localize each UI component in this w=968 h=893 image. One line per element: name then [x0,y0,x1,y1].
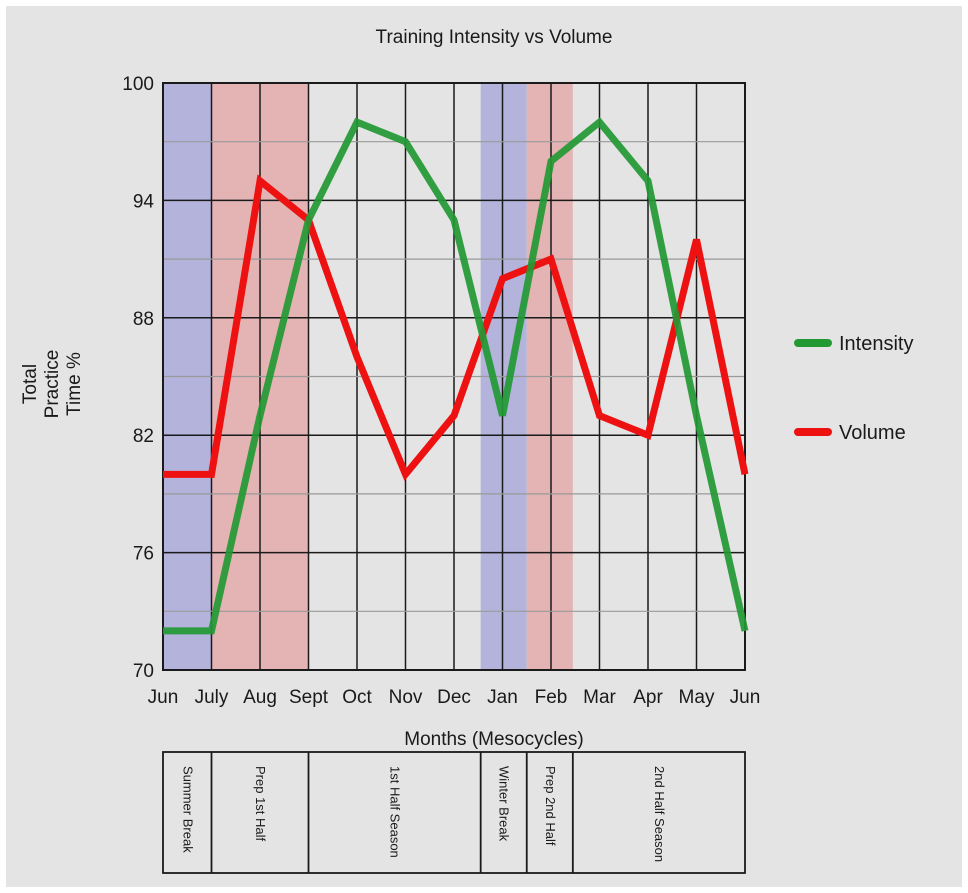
x-tick-label: May [679,687,715,708]
x-tick-label: Feb [535,687,568,708]
x-axis-label: Months (Mesocycles) [404,729,584,750]
legend-label: Volume [839,422,906,444]
phase-label: Summer Break [180,766,195,853]
phase-label: Prep 2nd Half [543,766,558,846]
legend: Intensity Volume [794,333,913,444]
y-tick-labels: 70 76 82 88 94 100 [122,74,154,682]
series-lines [163,117,749,635]
x-tick-label: Jun [730,687,761,708]
phase-table: Summer Break Prep 1st Half 1st Half Season… [162,751,746,874]
x-tick-label: Nov [389,687,423,708]
x-tick-label: Jan [487,687,518,708]
plot-border [162,82,746,671]
y-axis-label-line: Practice [42,350,63,419]
intensity-series-line [163,117,749,635]
chart-frame: Training Intensity vs Volume 70 76 82 88 94 1… [6,6,962,887]
x-tick-label: Apr [633,687,663,708]
phase-label: 2nd Half Season [652,766,667,862]
phase-label: Winter Break [497,766,512,842]
x-tick-label: Sept [289,687,329,708]
y-tick-label: 94 [133,191,155,212]
y-tick-label: 82 [133,426,154,447]
y-axis-label-line: Time % [64,352,85,416]
x-tick-label: Aug [243,687,277,708]
x-tick-label: Oct [342,687,372,708]
x-tick-label: July [195,687,229,708]
y-tick-label: 100 [122,74,154,95]
y-axis-label: Total Practice Time % [20,350,85,419]
phase-label: Prep 1st Half [253,766,268,842]
y-tick-label: 70 [133,661,154,682]
x-tick-label: Dec [437,687,471,708]
chart-title: Training Intensity vs Volume [376,27,613,48]
volume-series-line [163,174,749,482]
y-tick-label: 88 [133,309,154,330]
chart-svg: Training Intensity vs Volume 70 76 82 88 94 1… [20,27,913,874]
phase-label: 1st Half Season [388,766,403,858]
y-tick-label: 76 [133,544,154,565]
x-tick-label: Jun [148,687,179,708]
legend-label: Intensity [839,333,913,355]
x-tick-labels: Jun July Aug Sept Oct Nov Dec Jan Feb Mar Apr May Ju… [148,687,761,708]
phase-table-border [162,751,746,874]
y-axis-label-line: Total [20,364,41,404]
x-tick-label: Mar [583,687,616,708]
